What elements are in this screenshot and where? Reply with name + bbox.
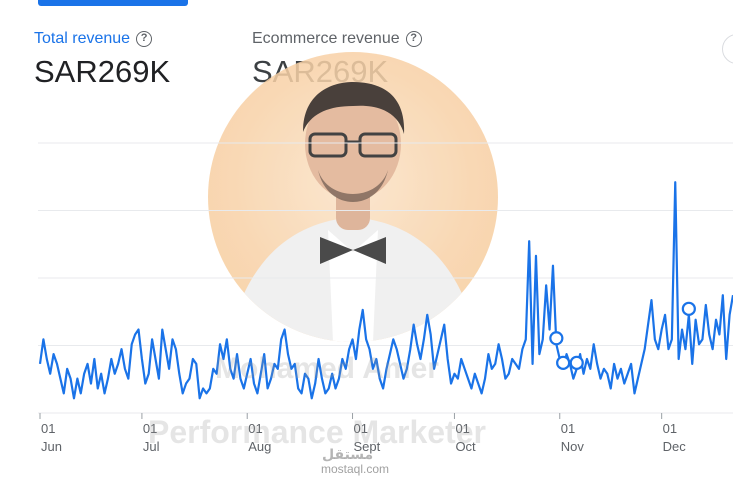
highlighted-points bbox=[549, 301, 696, 370]
x-tick-month-label: Oct bbox=[455, 439, 476, 454]
anomaly-point-marker[interactable] bbox=[681, 301, 696, 316]
help-circle-icon[interactable]: ? bbox=[136, 31, 153, 47]
ecommerce-revenue-label: Ecommerce revenue bbox=[252, 30, 400, 47]
total-revenue-label-row: Total revenue ? bbox=[34, 28, 170, 50]
x-tick-day-label: 01 bbox=[41, 421, 55, 436]
active-tab-indicator[interactable] bbox=[38, 0, 188, 6]
x-tick-month-label: Jun bbox=[41, 439, 62, 454]
total-revenue-metric[interactable]: Total revenue ? SAR269K bbox=[34, 28, 170, 90]
total-revenue-value: SAR269K bbox=[34, 54, 171, 89]
x-tick-month-label: Aug bbox=[248, 439, 271, 454]
x-tick-month-label: Sept bbox=[354, 439, 381, 454]
x-tick-month-label: Dec bbox=[663, 439, 687, 454]
person-silhouette-icon bbox=[228, 82, 478, 342]
revenue-series-line bbox=[38, 181, 733, 400]
watermark-photo bbox=[208, 52, 498, 342]
x-tick-day-label: 01 bbox=[248, 421, 262, 436]
x-tick-day-label: 01 bbox=[143, 421, 157, 436]
x-tick-month-label: Jul bbox=[143, 439, 160, 454]
help-circle-icon[interactable]: ? bbox=[405, 31, 422, 47]
anomaly-point-marker[interactable] bbox=[549, 331, 564, 346]
anomaly-point-marker[interactable] bbox=[556, 355, 571, 370]
anomaly-point-marker[interactable] bbox=[569, 355, 584, 370]
ecommerce-revenue-label-row: Ecommerce revenue ? bbox=[252, 28, 422, 50]
x-axis-ticks: 01 Jun 01 Jul 01 Aug 01 Sept 01 Oct 01 Nov 01 Dec bbox=[39, 413, 687, 454]
x-tick-day-label: 01 bbox=[561, 421, 575, 436]
x-tick-day-label: 01 bbox=[354, 421, 368, 436]
x-tick-month-label: Nov bbox=[561, 439, 585, 454]
total-revenue-label: Total revenue bbox=[34, 30, 131, 47]
x-tick-day-label: 01 bbox=[663, 421, 677, 436]
x-tick-day-label: 01 bbox=[455, 421, 469, 436]
